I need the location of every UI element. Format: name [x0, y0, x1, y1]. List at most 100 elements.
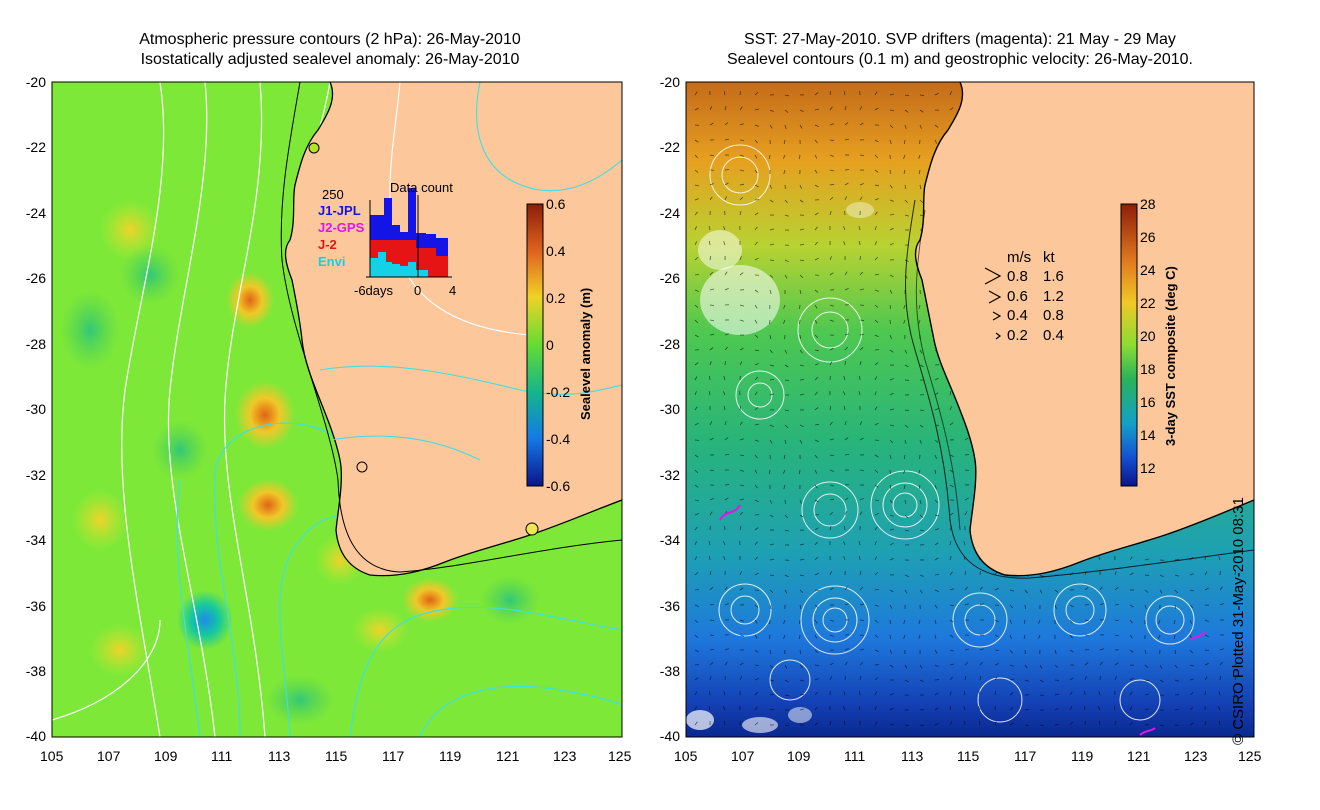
velocity-arrow: [994, 690, 997, 696]
velocity-arrow: [889, 139, 892, 144]
velocity-arrow: [1159, 589, 1163, 594]
velocity-arrow: [1009, 649, 1013, 654]
anomaly-cool-2: [60, 290, 120, 370]
inset-bar-cyan-5: [400, 266, 408, 277]
velocity-arrow: [919, 589, 923, 594]
velocity-arrow: [723, 376, 726, 381]
velocity-arrow: [1189, 706, 1194, 711]
lat-tick: -34: [659, 532, 680, 548]
velocity-arrow: [784, 514, 789, 519]
velocity-arrow: [949, 649, 954, 652]
velocity-arrow: [784, 184, 786, 190]
velocity-arrow: [1144, 679, 1150, 682]
velocity-arrow: [874, 484, 879, 488]
velocity-arrow: [859, 255, 862, 261]
velocity-arrow: [694, 649, 699, 653]
sst-tick: 26: [1140, 229, 1156, 245]
velocity-arrow: [694, 107, 699, 111]
velocity-arrow: [1069, 619, 1073, 624]
velocity-arrow: [919, 364, 924, 368]
lon-tick: 115: [325, 748, 348, 764]
velocity-arrow: [949, 663, 954, 666]
velocity-arrow: [1204, 676, 1208, 681]
velocity-arrow: [754, 226, 758, 231]
sst-colorbar-label: 3-day SST composite (deg C): [1163, 266, 1178, 446]
velocity-arrow: [814, 556, 819, 561]
velocity-arrow: [858, 706, 861, 711]
velocity-arrow: [949, 634, 954, 638]
velocity-arrow: [889, 274, 894, 278]
velocity-arrow: [904, 439, 907, 444]
velocity-arrow: [709, 634, 715, 637]
velocity-arrow: [949, 484, 954, 488]
velocity-arrow: [1234, 648, 1239, 651]
velocity-arrow: [1204, 619, 1209, 622]
velocity-arrow: [1218, 706, 1221, 711]
velocity-arrow: [1189, 692, 1194, 696]
velocity-arrow: [964, 586, 968, 591]
velocity-arrow: [783, 139, 786, 144]
velocity-arrow: [978, 691, 981, 696]
velocity-legend-kt-3: 0.8: [1043, 307, 1064, 324]
velocity-arrow: [844, 484, 850, 486]
lon-tick: 117: [1014, 748, 1037, 764]
velocity-arrow: [769, 393, 774, 396]
velocity-arrow: [1204, 571, 1208, 576]
velocity-arrow: [874, 184, 879, 187]
velocity-arrow: [918, 169, 921, 174]
velocity-arrow: [739, 511, 744, 516]
lon-tick: 111: [211, 748, 233, 764]
velocity-arrow: [739, 256, 742, 261]
velocity-arrow: [694, 422, 699, 426]
velocity-legend-ms-3: 0.4: [1007, 307, 1028, 324]
velocity-arrow: [1038, 634, 1041, 639]
velocity-arrow: [1114, 571, 1117, 576]
velocity-arrow: [829, 139, 835, 142]
legend-arrow-06: [988, 290, 1002, 304]
velocity-arrow: [874, 499, 880, 502]
velocity-arrow: [769, 124, 773, 129]
velocity-arrow: [799, 708, 804, 711]
velocity-arrow: [754, 499, 759, 503]
velocity-arrow: [934, 542, 939, 546]
velocity-arrow: [1054, 589, 1059, 593]
velocity-arrow: [859, 183, 864, 186]
velocity-arrow: [814, 241, 818, 246]
velocity-arrow: [979, 675, 981, 681]
velocity-arrow: [814, 212, 819, 216]
lon-tick: 121: [496, 748, 520, 764]
velocity-arrow: [723, 706, 726, 711]
velocity-arrow: [843, 405, 846, 411]
velocity-arrow: [843, 391, 846, 396]
velocity-arrow: [1114, 662, 1119, 666]
velocity-arrow: [1039, 724, 1044, 727]
velocity-arrow: [783, 634, 786, 639]
velocity-arrow: [874, 256, 879, 261]
lat-tick: -40: [25, 728, 46, 744]
sst-tick: 12: [1140, 460, 1156, 476]
velocity-arrow: [1174, 604, 1177, 610]
velocity-arrow: [798, 154, 801, 160]
velocity-arrow: [799, 439, 803, 444]
velocity-arrow: [1084, 619, 1090, 622]
velocity-arrow: [769, 693, 775, 696]
velocity-arrow: [1158, 634, 1161, 639]
velocity-arrow: [694, 499, 699, 502]
velocity-arrow: [814, 678, 819, 681]
velocity-arrow: [844, 648, 849, 651]
lon-tick: 113: [901, 748, 924, 764]
velocity-arrow: [694, 677, 699, 681]
velocity-arrow: [844, 497, 849, 501]
velocity-arrow: [874, 526, 878, 531]
velocity-arrow: [708, 391, 711, 396]
velocity-arrow: [1234, 676, 1237, 681]
velocity-arrow: [919, 199, 924, 204]
velocity-arrow: [1069, 691, 1073, 696]
lat-tick: -20: [25, 74, 46, 90]
velocity-arrow: [874, 319, 879, 323]
velocity-arrow: [724, 648, 729, 651]
velocity-arrow: [799, 634, 801, 640]
velocity-arrow: [783, 304, 786, 309]
velocity-arrow: [919, 514, 924, 518]
velocity-arrow: [694, 454, 699, 458]
